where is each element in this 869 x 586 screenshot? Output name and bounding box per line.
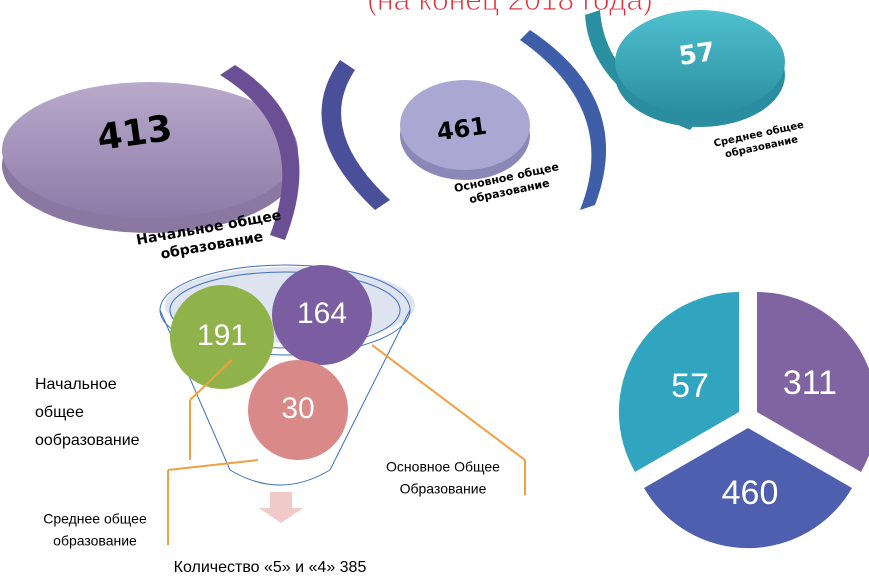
- label: образование: [53, 533, 137, 549]
- label: Среднее общее: [43, 511, 147, 527]
- label: Образование: [400, 481, 487, 497]
- arc: [321, 60, 390, 210]
- value: 191: [197, 319, 247, 352]
- title: (на конец 2018 года): [367, 0, 653, 17]
- label: общее: [35, 404, 84, 421]
- value: 460: [722, 474, 779, 512]
- value: 311: [783, 364, 837, 402]
- value: 30: [281, 392, 314, 425]
- label: Начальное: [35, 376, 117, 393]
- label: ообразование: [35, 432, 140, 449]
- caption: Количество «5» и «4» 385: [174, 559, 367, 576]
- value: 164: [297, 297, 347, 330]
- value: 57: [677, 37, 717, 72]
- slide: (на конец 2018 года) 413 461 57 Начально…: [0, 0, 869, 581]
- label: Основное Общее: [386, 459, 500, 475]
- arrow: [259, 492, 303, 523]
- value: 57: [671, 367, 709, 405]
